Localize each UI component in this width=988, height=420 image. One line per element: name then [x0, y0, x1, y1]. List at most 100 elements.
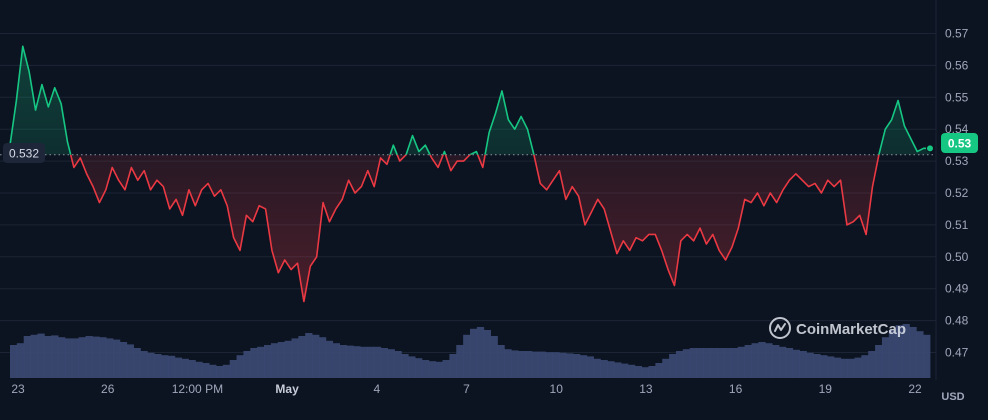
volume-bar [881, 337, 890, 378]
volume-bar [401, 354, 409, 378]
volume-bar [600, 360, 608, 378]
volume-bar [579, 355, 588, 378]
volume-bar [126, 344, 134, 378]
volume-bar [284, 340, 292, 378]
volume-bar [99, 337, 107, 378]
volume-bar [133, 348, 141, 378]
x-tick-label: 7 [463, 382, 470, 396]
current-price-badge: 0.53 [941, 133, 978, 153]
volume-bar [112, 339, 121, 378]
x-tick-label: 22 [908, 382, 922, 396]
volume-bar [778, 346, 787, 378]
volume-bar [270, 343, 279, 378]
x-tick-label: 10 [550, 382, 564, 396]
volume-bar [593, 358, 601, 378]
volume-bar [895, 325, 903, 378]
y-tick-label: 0.54 [945, 122, 969, 136]
y-tick-label: 0.57 [945, 27, 969, 41]
x-tick-label: 19 [819, 382, 833, 396]
volume-bar [387, 349, 395, 378]
volume-bar [572, 354, 581, 378]
volume-bar [463, 334, 471, 378]
volume-bar [394, 351, 402, 378]
volume-bar [545, 352, 553, 378]
volume-bar [421, 360, 430, 378]
volume-bar [16, 343, 25, 378]
volume-bar [92, 336, 100, 378]
volume-bar [305, 333, 313, 378]
volume-bar [634, 366, 643, 378]
volume-bar [689, 348, 697, 378]
area-below-reference [70, 154, 879, 302]
volume-bar [586, 356, 594, 378]
volume-bar [888, 330, 897, 378]
volume-bar [250, 348, 258, 378]
volume-bar [291, 338, 299, 378]
y-tick-label: 0.55 [945, 90, 969, 104]
y-tick-label: 0.49 [945, 282, 969, 296]
volume-bar [737, 346, 746, 378]
volume-bar [58, 337, 66, 378]
volume-bar [833, 357, 842, 378]
volume-bar [875, 345, 883, 378]
volume-bar [868, 351, 876, 378]
volume-bar [195, 361, 203, 378]
volume-bar [442, 360, 450, 378]
volume-bar [504, 349, 512, 378]
volume-bar [222, 364, 231, 378]
volume-bar [10, 345, 18, 378]
volume-bar [30, 334, 38, 378]
volume-bar [373, 346, 382, 378]
reference-badge: 0.532 [3, 143, 45, 163]
volume-bars [10, 324, 931, 378]
watermark: CoinMarketCap [769, 317, 906, 339]
volume-bar [332, 343, 340, 378]
volume-bar [277, 342, 286, 378]
y-tick-label: 0.56 [945, 58, 969, 72]
volume-bar [765, 343, 773, 378]
volume-bar [380, 348, 389, 378]
volume-bar [751, 343, 759, 378]
volume-bar [559, 352, 567, 378]
volume-bar [78, 337, 86, 378]
volume-bar [511, 350, 519, 378]
volume-bar [847, 358, 855, 378]
volume-bar [490, 336, 498, 378]
volume-bar [360, 346, 368, 378]
volume-bar [923, 334, 931, 378]
y-tick-label: 0.51 [945, 218, 969, 232]
volume-bar [531, 351, 540, 378]
volume-bar [106, 338, 114, 378]
price-area [10, 46, 930, 302]
volume-bar [449, 354, 457, 378]
price-line-below [69, 154, 880, 303]
volume-bar [415, 358, 423, 378]
volume-bar [264, 345, 272, 378]
volume-bar [37, 333, 45, 378]
volume-bar [476, 327, 485, 378]
volume-bar [916, 331, 924, 378]
volume-bar [607, 361, 615, 378]
volume-bar [621, 363, 629, 378]
volume-bar [648, 366, 656, 378]
volume-bar [758, 342, 766, 378]
volume-bar [257, 346, 265, 378]
volume-bar [161, 355, 169, 378]
grid-lines [0, 0, 937, 380]
volume-bar [717, 348, 725, 378]
volume-bar [785, 348, 794, 378]
y-tick-label: 0.50 [945, 250, 969, 264]
volume-bar [325, 340, 334, 378]
volume-bar [641, 367, 649, 378]
volume-bar [202, 363, 210, 378]
volume-bar [236, 355, 244, 378]
volume-bar [167, 355, 176, 378]
volume-bar [367, 346, 375, 378]
volume-bar [820, 355, 828, 378]
volume-bar [44, 336, 52, 378]
volume-bar [682, 349, 691, 378]
volume-bar [662, 358, 670, 378]
volume-bar [339, 345, 347, 378]
